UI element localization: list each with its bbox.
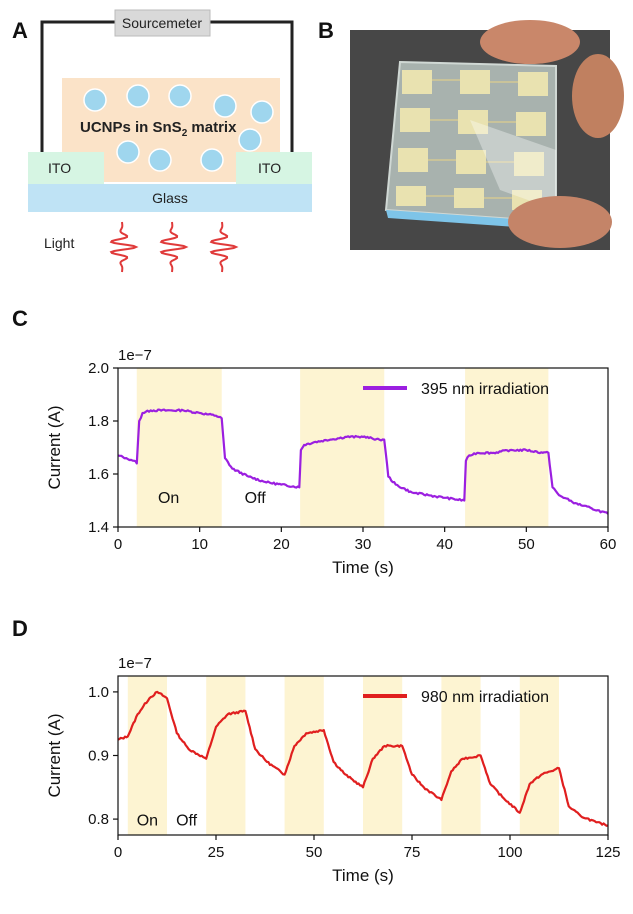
device-photo-icon [350, 20, 624, 250]
chart-d-series-line [117, 690, 609, 827]
nanoparticle-spheres [83, 84, 274, 172]
chart-d-xtick-label-5: 125 [595, 844, 620, 861]
chart-d-on-interval-5 [519, 676, 559, 835]
chart-d-ytick-label-0: 0.8 [88, 811, 109, 828]
panel-label-b: B [318, 18, 334, 43]
chart-c-xtick-label-6: 60 [600, 536, 617, 553]
nanoparticle-7 [200, 148, 224, 172]
chart-c-annotation-off: Off [245, 490, 267, 507]
chart-c-xtick-label-4: 40 [436, 536, 453, 553]
chart-c-ytick-label-3: 2.0 [88, 360, 109, 377]
panel-label-d: D [12, 616, 28, 641]
matrix-label-subscript: 2 [182, 128, 188, 139]
light-waves [109, 221, 239, 273]
chart-c-series-line [117, 408, 609, 515]
chart-c-yaxis-label: Current (A) [45, 405, 64, 489]
chart-c-xtick-label-3: 30 [355, 536, 372, 553]
chart-d-multiplier-label: 1e−7 [118, 655, 152, 672]
nanoparticle-0 [83, 88, 107, 112]
chart-d-on-interval-1 [206, 676, 246, 835]
ito-left-electrode [28, 152, 104, 184]
glass-label: Glass [152, 190, 188, 206]
chart-c-on-interval-0 [136, 368, 222, 527]
light-wave-2 [209, 221, 239, 273]
nanoparticle-1 [126, 84, 150, 108]
light-wave-0 [109, 221, 139, 273]
sourcemeter-box [114, 9, 211, 37]
chart-c-legend-label: 395 nm irradiation [421, 381, 549, 398]
nanoparticle-4 [250, 100, 274, 124]
chart-c-on-interval-2 [465, 368, 549, 527]
chart-c-ytick-label-1: 1.6 [88, 466, 109, 483]
chart-d-yaxis-label: Current (A) [45, 713, 64, 797]
chart-d: 0 25 50 75 100 125 0.8 0.9 1.0 1e−7 Time (s) Curren… [45, 655, 621, 885]
matrix-label-main: UCNPs in SnS [80, 119, 182, 136]
chart-d-legend-label: 980 nm irradiation [421, 689, 549, 706]
chart-d-xtick-label-0: 0 [114, 844, 122, 861]
chart-c-xtick-label-2: 20 [273, 536, 290, 553]
glass-substrate [28, 184, 312, 212]
chart-d-xtick-label-1: 25 [208, 844, 225, 861]
sourcemeter-label: Sourcemeter [122, 15, 202, 31]
chart-d-xtick-label-4: 100 [497, 844, 522, 861]
chart-c-on-interval-1 [300, 368, 385, 527]
circuit-wire [40, 20, 294, 152]
chart-c-xtick-label-5: 50 [518, 536, 535, 553]
matrix-label-suffix: matrix [187, 119, 237, 136]
electrode-fingers [426, 79, 518, 199]
chart-d-annotation-on: On [137, 812, 158, 829]
chart-c-annotation-on: On [158, 490, 179, 507]
light-label: Light [44, 235, 74, 251]
chart-d-annotation-off: Off [176, 812, 198, 829]
schematic-panel: Sourcemeter UCNPs in SnS2 matrix ITO ITO… [28, 9, 312, 273]
nanoparticle-8 [238, 128, 262, 152]
panel-label-a: A [12, 18, 28, 43]
chart-c-ytick-label-0: 1.4 [88, 519, 109, 536]
chart-d-ytick-label-1: 0.9 [88, 748, 109, 765]
chart-c-ytick-label-2: 1.8 [88, 413, 109, 430]
finger-bottom [508, 196, 612, 248]
electrode-pads [396, 70, 548, 210]
nanoparticle-2 [168, 84, 192, 108]
chart-d-on-interval-3 [363, 676, 403, 835]
finger-right [572, 54, 624, 138]
nanoparticle-3 [213, 94, 237, 118]
nanoparticle-5 [116, 140, 140, 164]
chart-d-ytick-label-2: 1.0 [88, 684, 109, 701]
chart-d-xtick-label-2: 50 [306, 844, 323, 861]
nanoparticle-6 [148, 148, 172, 172]
ito-left-label: ITO [48, 160, 71, 176]
chart-c-xaxis-label: Time (s) [332, 558, 394, 577]
slide-reflection [470, 120, 556, 210]
light-wave-1 [159, 221, 189, 273]
ito-right-electrode [236, 152, 312, 184]
chart-c-xtick-label-1: 10 [191, 536, 208, 553]
panel-label-c: C [12, 306, 28, 331]
chart-d-xaxis-label: Time (s) [332, 866, 394, 885]
ito-right-label: ITO [258, 160, 281, 176]
matrix-label: UCNPs in SnS2 matrix [80, 119, 237, 139]
chart-c: 0 10 20 30 40 50 60 1.4 1.6 1.8 2.0 1e−7 Time (s) Cur… [45, 347, 616, 577]
chart-d-on-interval-4 [441, 676, 481, 835]
finger-top [480, 20, 580, 64]
chart-d-xtick-label-3: 75 [404, 844, 421, 861]
chart-c-multiplier-label: 1e−7 [118, 347, 152, 364]
chart-c-xtick-label-0: 0 [114, 536, 122, 553]
